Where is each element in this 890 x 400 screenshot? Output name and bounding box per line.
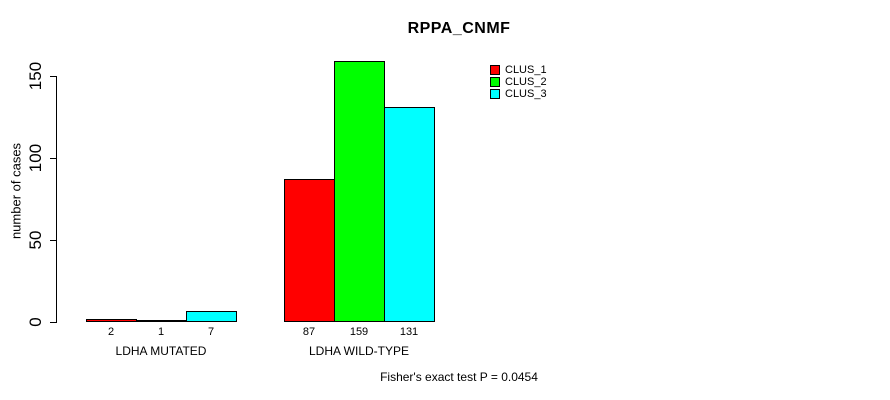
bar-value-label: 1 bbox=[157, 326, 165, 338]
legend-swatch-clus_1 bbox=[490, 65, 500, 75]
legend-label: CLUS_3 bbox=[505, 88, 547, 100]
bar-value-label: 159 bbox=[349, 326, 369, 338]
y-axis-label: number of cases bbox=[8, 142, 24, 240]
bar-clus_2-2 bbox=[334, 61, 385, 322]
y-axis-tick bbox=[50, 322, 56, 323]
y-axis-tick bbox=[50, 240, 56, 241]
bar-clus_3-1 bbox=[186, 311, 237, 322]
bar-value-label: 131 bbox=[399, 326, 419, 338]
legend-item-clus_1: CLUS_1 bbox=[490, 64, 547, 76]
y-axis-tick-label: 0 bbox=[26, 317, 45, 327]
y-axis-tick bbox=[50, 158, 56, 159]
fisher-test-annotation: Fisher's exact test P = 0.0454 bbox=[380, 370, 538, 384]
bar-value-label: 87 bbox=[302, 326, 316, 338]
legend: CLUS_1 CLUS_2 CLUS_3 bbox=[490, 64, 547, 100]
bar-clus_1-2 bbox=[284, 179, 335, 322]
y-axis-tick bbox=[50, 76, 56, 77]
legend-item-clus_3: CLUS_3 bbox=[490, 88, 547, 100]
y-axis-tick-label: 50 bbox=[26, 230, 45, 250]
y-axis-tick-label: 100 bbox=[26, 143, 45, 173]
chart-title: RPPA_CNMF bbox=[407, 20, 511, 37]
bar-clus_1-1 bbox=[86, 319, 137, 322]
legend-swatch-clus_3 bbox=[490, 89, 500, 99]
y-axis-line bbox=[56, 76, 57, 323]
legend-swatch-clus_2 bbox=[490, 77, 500, 87]
legend-label: CLUS_2 bbox=[505, 76, 547, 88]
bar-clus_2-1 bbox=[136, 320, 187, 322]
y-axis-tick-label: 150 bbox=[26, 61, 45, 91]
bar-value-label: 2 bbox=[107, 326, 115, 338]
group-label-ldha-mutated: LDHA MUTATED bbox=[115, 344, 207, 358]
legend-item-clus_2: CLUS_2 bbox=[490, 76, 547, 88]
group-label-ldha-wild-type: LDHA WILD-TYPE bbox=[308, 344, 410, 358]
legend-label: CLUS_1 bbox=[505, 64, 547, 76]
bar-clus_3-2 bbox=[384, 107, 435, 322]
bar-value-label: 7 bbox=[207, 326, 215, 338]
